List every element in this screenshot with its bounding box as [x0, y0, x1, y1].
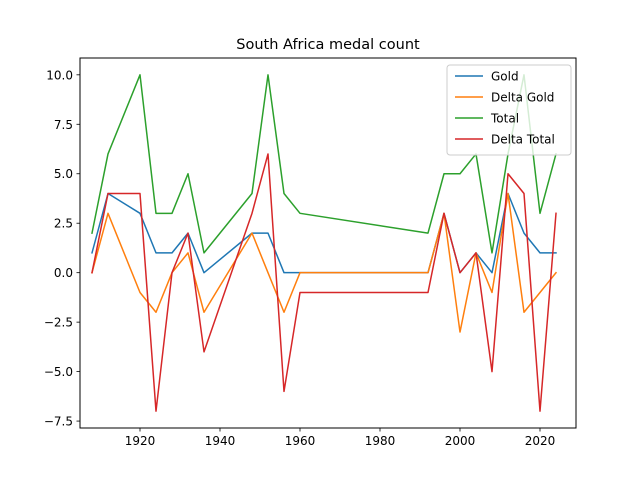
y-tick-label: −5.0 — [44, 365, 73, 379]
y-tick-label: 0.0 — [54, 266, 73, 280]
x-tick-label: 2000 — [445, 434, 476, 448]
legend-label-gold: Gold — [491, 70, 519, 84]
x-tick-label: 1980 — [365, 434, 396, 448]
legend-label-delta-total: Delta Total — [491, 133, 555, 147]
series-lines — [91, 74, 558, 412]
chart-title: South Africa medal count — [236, 37, 420, 53]
y-tick-label: −2.5 — [44, 316, 73, 330]
y-tick-label: 7.5 — [54, 118, 73, 132]
y-tick-label: 10.0 — [46, 68, 73, 82]
series-line-delta-total — [91, 153, 557, 412]
legend: Gold Delta Gold Total Delta Total — [446, 64, 572, 156]
x-tick-label: 1960 — [285, 434, 316, 448]
x-axis-ticks: 1920 1940 1960 1980 2000 2020 — [125, 428, 556, 448]
legend-label-delta-gold: Delta Gold — [491, 91, 554, 105]
plot-area-frame — [79, 57, 577, 429]
legend-box — [446, 64, 572, 156]
legend-label-total: Total — [490, 112, 519, 126]
x-tick-label: 1920 — [125, 434, 156, 448]
y-axis-ticks: −7.5 −5.0 −2.5 0.0 2.5 5.0 7.5 10.0 — [44, 68, 80, 429]
series-line-total — [91, 74, 557, 254]
x-tick-label: 1940 — [205, 434, 236, 448]
y-tick-label: 5.0 — [54, 167, 73, 181]
y-tick-label: 2.5 — [54, 217, 73, 231]
x-tick-label: 2020 — [525, 434, 556, 448]
y-tick-label: −7.5 — [44, 415, 73, 429]
